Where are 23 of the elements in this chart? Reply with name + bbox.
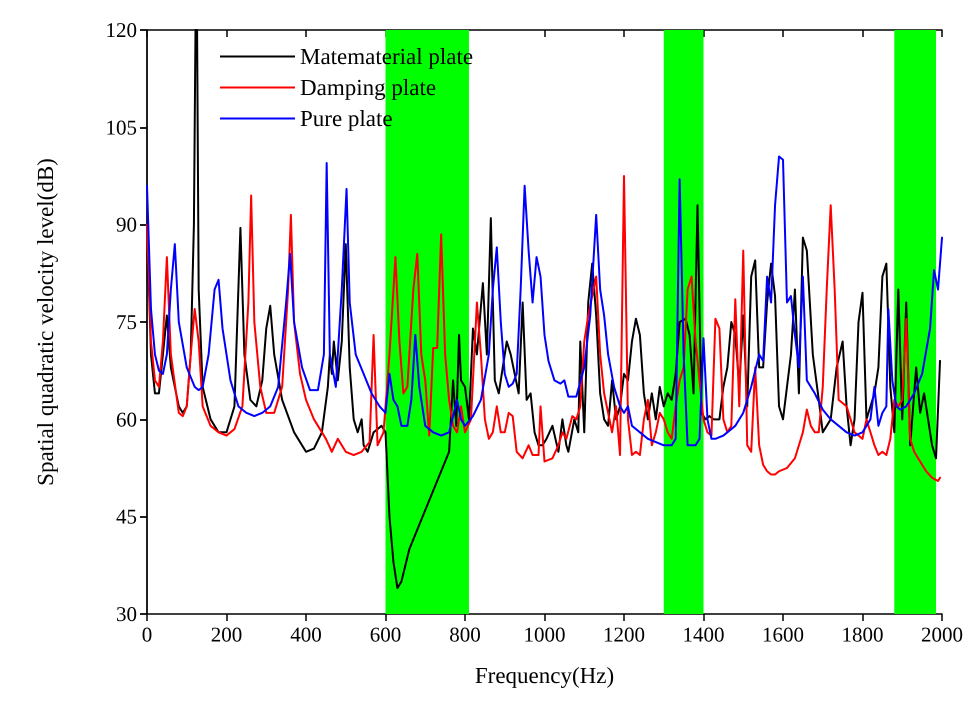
y-tick-label: 90	[116, 212, 137, 237]
x-tick-label: 1200	[603, 622, 645, 646]
y-tick-label: 45	[116, 504, 137, 529]
x-tick-label: 200	[210, 622, 242, 646]
x-tick-label: 600	[370, 622, 402, 646]
y-tick-label: 120	[106, 18, 137, 42]
y-tick-label: 60	[116, 407, 137, 432]
x-tick-label: 2000	[921, 622, 963, 646]
line-series	[146, 175, 942, 482]
x-tick-label: 400	[290, 622, 322, 646]
x-axis-title: Frequency(Hz)	[474, 663, 614, 688]
y-tick-label: 30	[116, 602, 137, 626]
legend-label: Damping plate	[300, 75, 436, 100]
x-tick-label: 1600	[762, 622, 804, 646]
y-axis-title: Spatial quadratic velocity level(dB)	[33, 158, 58, 486]
x-tick-label: 0	[142, 622, 152, 646]
x-tick-label: 1400	[682, 622, 724, 646]
y-tick-label: 75	[116, 310, 137, 334]
x-tick-label: 800	[449, 622, 481, 646]
x-tick-label: 1800	[842, 622, 884, 646]
line-series	[146, 156, 943, 446]
x-tick-label: 1000	[524, 622, 566, 646]
y-tick-label: 105	[106, 115, 137, 140]
